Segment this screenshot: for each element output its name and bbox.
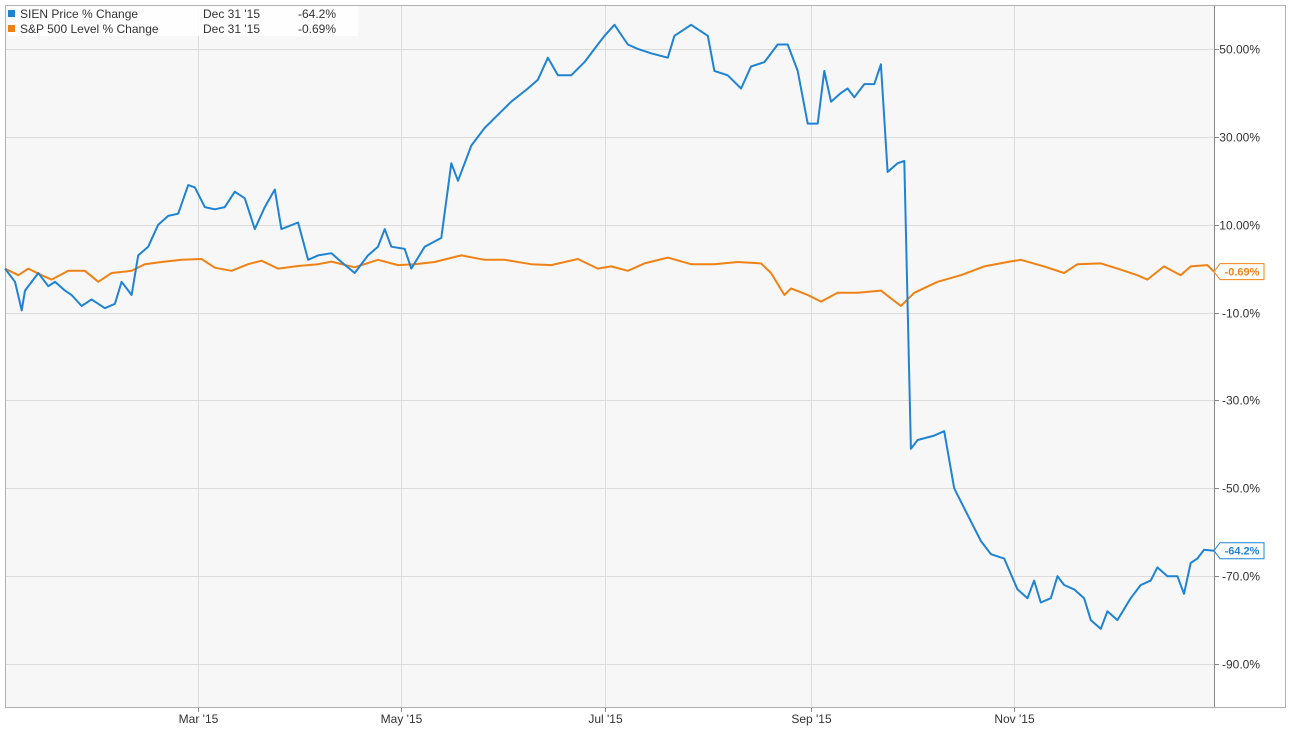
y-tick-label: 30.00% xyxy=(1219,131,1260,145)
legend-date-sien: Dec 31 '15 xyxy=(203,6,260,21)
end-label-box xyxy=(1213,542,1265,560)
legend-row-sp500: S&P 500 Level % Change Dec 31 '15 -0.69% xyxy=(8,21,358,36)
y-tick-label: 50.00% xyxy=(1219,43,1260,57)
legend-value-sp500: -0.69% xyxy=(298,21,337,36)
legend-swatch-sien xyxy=(8,10,15,17)
gridlines xyxy=(5,5,1214,708)
legend-swatch-sp500 xyxy=(8,25,15,32)
x-tick-label: Sep '15 xyxy=(791,712,832,726)
legend-row-sien: SIEN Price % Change Dec 31 '15 -64.2% xyxy=(8,6,358,21)
x-tick-label: Jul '15 xyxy=(588,712,623,726)
y-tick-label: -70.0% xyxy=(1222,570,1260,584)
legend: SIEN Price % Change Dec 31 '15 -64.2% S&… xyxy=(8,6,358,36)
end-label-text: -0.69% xyxy=(1225,267,1260,279)
x-tick-label: Mar '15 xyxy=(179,712,219,726)
axis-area-background xyxy=(1214,5,1286,708)
y-tick-label: 10.00% xyxy=(1219,219,1260,233)
y-tick-label: -90.0% xyxy=(1222,658,1260,672)
series-line-sp500 xyxy=(4,254,1215,307)
legend-name-sien: SIEN Price % Change xyxy=(20,6,139,21)
legend-value-sien: -64.2% xyxy=(298,6,337,21)
chart-frame xyxy=(5,5,1286,708)
x-axis-ticks: Mar '15 May '15 Jul '15 Sep '15 Nov '15 xyxy=(179,708,1035,726)
series-line-sien xyxy=(4,23,1215,630)
x-tick-label: Nov '15 xyxy=(994,712,1035,726)
series-layer xyxy=(4,23,1215,630)
legend-date-sp500: Dec 31 '15 xyxy=(203,21,260,36)
x-tick-label: May '15 xyxy=(381,712,423,726)
legend-name-sp500: S&P 500 Level % Change xyxy=(20,21,159,36)
y-tick-label: -30.0% xyxy=(1222,394,1260,408)
plot-background xyxy=(5,5,1214,708)
y-axis-ticks: 50.00% 30.00% 10.00% -10.0% -30.0% -50.0% -70.… xyxy=(1214,43,1260,672)
end-label: -64.2% xyxy=(1213,542,1265,560)
end-labels: -64.2% -0.69% xyxy=(1213,263,1265,560)
end-label: -0.69% xyxy=(1213,263,1265,281)
y-tick-label: -10.0% xyxy=(1222,307,1260,321)
end-label-text: -64.2% xyxy=(1225,546,1260,558)
y-tick-label: -50.0% xyxy=(1222,482,1260,496)
end-label-box xyxy=(1213,263,1265,281)
